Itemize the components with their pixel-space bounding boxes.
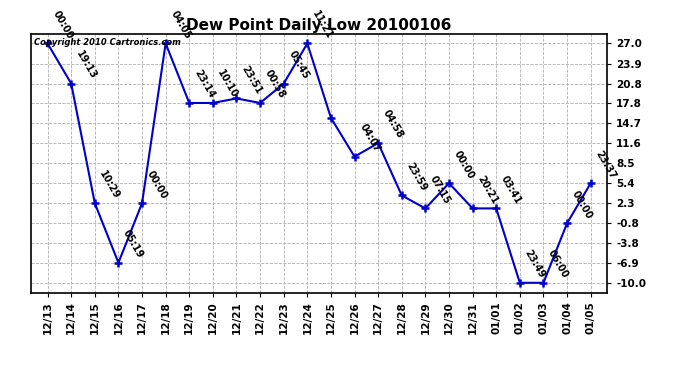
Text: 04:58: 04:58 bbox=[381, 108, 405, 140]
Text: 00:00: 00:00 bbox=[50, 9, 75, 40]
Text: 07:15: 07:15 bbox=[428, 174, 453, 206]
Title: Dew Point Daily Low 20100106: Dew Point Daily Low 20100106 bbox=[186, 18, 452, 33]
Text: 04:07: 04:07 bbox=[357, 122, 382, 154]
Text: 05:19: 05:19 bbox=[121, 228, 146, 260]
Text: 06:00: 06:00 bbox=[546, 248, 571, 280]
Text: 10:10: 10:10 bbox=[216, 68, 240, 100]
Text: 00:00: 00:00 bbox=[570, 189, 594, 220]
Text: 03:41: 03:41 bbox=[499, 174, 523, 206]
Text: 00:58: 00:58 bbox=[263, 68, 287, 100]
Text: 19:13: 19:13 bbox=[74, 49, 98, 81]
Text: 23:59: 23:59 bbox=[404, 161, 428, 193]
Text: 05:45: 05:45 bbox=[286, 49, 310, 81]
Text: Copyright 2010 Cartronics.com: Copyright 2010 Cartronics.com bbox=[34, 38, 181, 46]
Text: 00:00: 00:00 bbox=[145, 169, 169, 201]
Text: 23:37: 23:37 bbox=[593, 148, 618, 180]
Text: 10:29: 10:29 bbox=[97, 169, 121, 201]
Text: 11:21: 11:21 bbox=[310, 9, 334, 40]
Text: 23:14: 23:14 bbox=[192, 68, 216, 100]
Text: 04:05: 04:05 bbox=[168, 9, 193, 40]
Text: 20:21: 20:21 bbox=[475, 174, 500, 206]
Text: 23:49: 23:49 bbox=[522, 248, 546, 280]
Text: 00:00: 00:00 bbox=[452, 148, 476, 180]
Text: 23:51: 23:51 bbox=[239, 64, 264, 96]
